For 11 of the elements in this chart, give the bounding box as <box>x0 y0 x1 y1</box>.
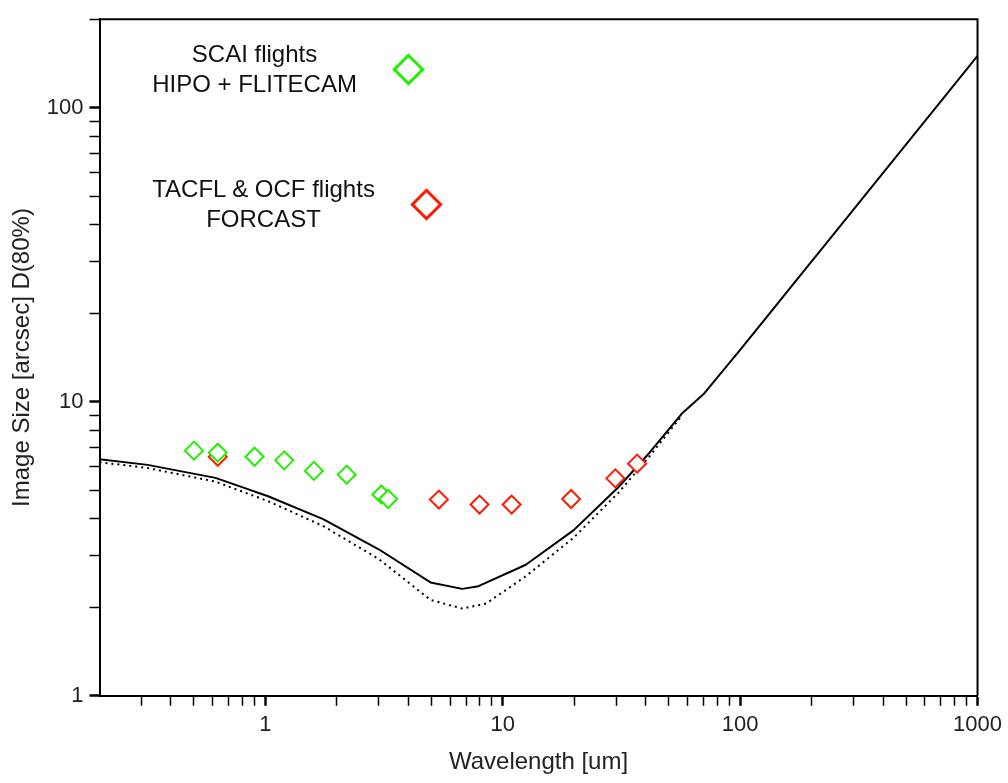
y-axis-title: Image Size [arcsec] D(80%) <box>7 208 35 507</box>
x-tick-label: 1 <box>259 711 272 737</box>
x-tick-label: 100 <box>721 711 759 737</box>
legend-label: TACFL & OCF flights FORCAST <box>152 174 375 235</box>
legend-label: SCAI flights HIPO + FLITECAM <box>152 39 357 100</box>
x-axis-title: Wavelength [um] <box>448 747 629 775</box>
y-tick-label: 1 <box>71 681 84 707</box>
x-tick-label: 10 <box>490 711 516 737</box>
y-tick-label: 10 <box>59 387 84 413</box>
x-tick-label: 1000 <box>953 711 1003 737</box>
y-tick-label: 100 <box>46 93 84 119</box>
